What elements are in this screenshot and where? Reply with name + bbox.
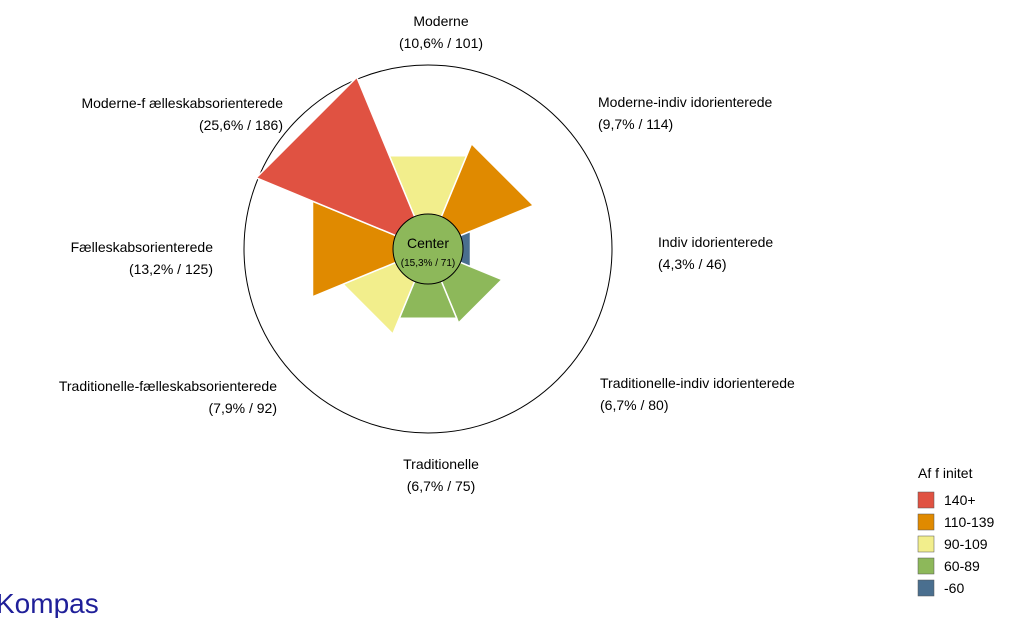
- segment-value-7: (13,2% / 125): [129, 261, 213, 277]
- segment-value-2: (9,7% / 114): [598, 116, 673, 132]
- segment-name-7: Fælleskabsorienterede: [71, 239, 214, 255]
- segment-value-4: (6,7% / 80): [600, 397, 668, 413]
- legend-label-1: 140+: [944, 492, 976, 508]
- segment-value-5: (6,7% / 75): [407, 478, 475, 494]
- wedge-group: [254, 75, 535, 336]
- segment-value-1: (10,6% / 101): [399, 35, 483, 51]
- segment-name-4: Traditionelle-indiv idorienterede: [600, 375, 795, 391]
- legend-label-3: 90-109: [944, 536, 988, 552]
- center-label: Center: [407, 235, 449, 251]
- center-value-label: (15,3% / 71): [401, 258, 455, 269]
- center-circle: [392, 213, 464, 285]
- segment-name-3: Indiv idorienterede: [658, 234, 773, 250]
- legend-swatch-1: [917, 491, 935, 509]
- segment-name-2: Moderne-indiv idorienterede: [598, 94, 773, 110]
- segment-value-6: (7,9% / 92): [209, 400, 277, 416]
- legend-swatch-2: [917, 513, 935, 531]
- legend: Af f initet 140+ 110-139 90-109 60-89 -60: [917, 465, 995, 597]
- segment-name-5: Traditionelle: [403, 456, 479, 472]
- legend-title: Af f initet: [918, 465, 973, 481]
- segment-label-group: Moderne (10,6% / 101) Moderne-indiv idorie…: [59, 13, 795, 494]
- segment-value-8: (25,6% / 186): [199, 117, 283, 133]
- legend-swatch-5: [917, 579, 935, 597]
- segment-value-3: (4,3% / 46): [658, 256, 726, 272]
- legend-label-4: 60-89: [944, 558, 980, 574]
- page-title: Kompas: [0, 588, 99, 618]
- legend-label-5: -60: [944, 580, 964, 596]
- segment-name-1: Moderne: [413, 13, 468, 29]
- legend-swatch-3: [917, 535, 935, 553]
- legend-swatch-4: [917, 557, 935, 575]
- segment-name-8: Moderne-f ælleskabsorienterede: [81, 95, 283, 111]
- legend-label-2: 110-139: [944, 514, 995, 530]
- segment-name-6: Traditionelle-fælleskabsorienterede: [59, 378, 277, 394]
